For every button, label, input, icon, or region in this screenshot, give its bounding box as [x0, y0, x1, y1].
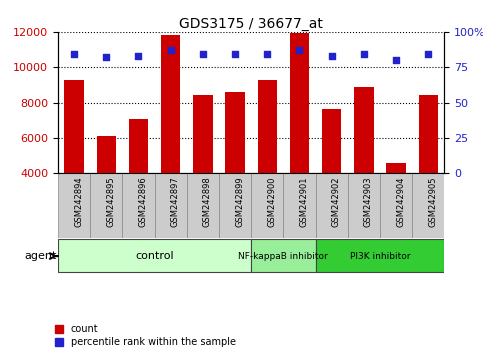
Text: GSM242903: GSM242903 — [364, 177, 373, 227]
Bar — [315, 239, 444, 272]
Bar — [315, 173, 348, 238]
Point — [70, 52, 78, 57]
Text: GSM242898: GSM242898 — [203, 177, 212, 227]
Bar — [290, 33, 309, 173]
Bar — [380, 173, 412, 238]
Text: GSM242905: GSM242905 — [428, 177, 437, 227]
Bar — [161, 35, 180, 173]
Bar — [251, 173, 284, 238]
Text: agent: agent — [24, 251, 57, 261]
Point — [328, 53, 336, 59]
Bar — [284, 173, 315, 238]
Text: GSM242902: GSM242902 — [332, 177, 341, 227]
Title: GDS3175 / 36677_at: GDS3175 / 36677_at — [179, 17, 323, 31]
Text: GSM242897: GSM242897 — [170, 177, 180, 227]
Text: GSM242895: GSM242895 — [106, 177, 115, 227]
Bar — [348, 173, 380, 238]
Text: GSM242900: GSM242900 — [267, 177, 276, 227]
Bar — [412, 173, 444, 238]
Bar — [226, 92, 245, 173]
Bar — [419, 96, 438, 173]
Point — [135, 53, 142, 59]
Text: GSM242899: GSM242899 — [235, 177, 244, 227]
Bar — [354, 87, 373, 173]
Bar — [155, 173, 187, 238]
Bar — [251, 239, 315, 272]
Point — [425, 52, 432, 57]
Bar — [97, 136, 116, 173]
Bar — [187, 173, 219, 238]
Bar — [90, 173, 122, 238]
Bar — [64, 80, 84, 173]
Point — [231, 52, 239, 57]
Text: GSM242904: GSM242904 — [396, 177, 405, 227]
Bar — [129, 119, 148, 173]
Bar — [58, 239, 251, 272]
Point — [167, 47, 174, 53]
Point — [296, 47, 303, 53]
Text: GSM242894: GSM242894 — [74, 177, 83, 227]
Bar — [322, 109, 341, 173]
Bar — [193, 95, 213, 173]
Bar — [257, 80, 277, 173]
Text: NF-kappaB inhibitor: NF-kappaB inhibitor — [239, 252, 328, 261]
Point — [199, 52, 207, 57]
Bar — [219, 173, 251, 238]
Legend: count, percentile rank within the sample: count, percentile rank within the sample — [53, 322, 238, 349]
Point — [392, 57, 400, 63]
Bar — [122, 173, 155, 238]
Point — [102, 55, 110, 60]
Text: GSM242901: GSM242901 — [299, 177, 309, 227]
Bar — [386, 163, 406, 173]
Bar — [58, 173, 90, 238]
Text: control: control — [135, 251, 174, 261]
Point — [263, 52, 271, 57]
Text: PI3K inhibitor: PI3K inhibitor — [350, 252, 410, 261]
Text: GSM242896: GSM242896 — [139, 177, 147, 227]
Point — [360, 52, 368, 57]
